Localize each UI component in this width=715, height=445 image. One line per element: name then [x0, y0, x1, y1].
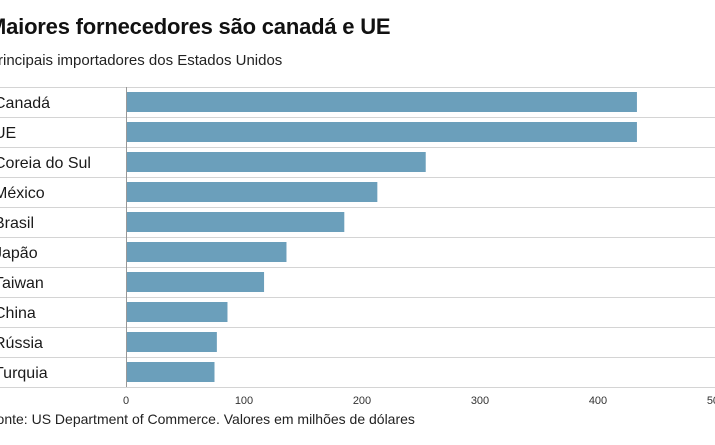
bar: [126, 152, 426, 172]
bar: [126, 302, 228, 322]
grid-lines: [0, 87, 715, 388]
bar: [126, 122, 637, 142]
bar: [126, 332, 217, 352]
category-label: Taiwan: [0, 275, 44, 292]
source-note: Fonte: US Department of Commerce. Valore…: [0, 411, 415, 427]
bar: [126, 362, 215, 382]
bars: [126, 92, 637, 382]
x-tick-label: 500: [707, 395, 715, 407]
bar: [126, 272, 265, 292]
x-tick-label: 200: [353, 395, 371, 407]
bar: [126, 242, 287, 262]
category-label: China: [0, 305, 36, 322]
category-label: Rússia: [0, 335, 43, 352]
x-tick-label: 400: [589, 395, 607, 407]
bar: [126, 182, 378, 202]
x-tick-label: 100: [235, 395, 253, 407]
category-label: Turquia: [0, 365, 48, 382]
x-tick-label: 0: [123, 395, 129, 407]
chart-title: Maiores fornecedores são canadá e UE: [0, 14, 391, 39]
x-tick-label: 300: [471, 395, 489, 407]
category-label: México: [0, 185, 45, 202]
category-label: Coreia do Sul: [0, 155, 91, 172]
category-label: Canadá: [0, 95, 50, 112]
category-label: Brasil: [0, 215, 34, 232]
x-axis-ticks: 0 100 200 300 400 500: [123, 395, 715, 407]
chart-subtitle: Principais importadores dos Estados Unid…: [0, 52, 283, 69]
bar: [126, 212, 345, 232]
category-label: Japão: [0, 245, 38, 262]
bar: [126, 92, 637, 112]
category-labels: Canadá UE Coreia do Sul México Brasil Japão Ta…: [0, 95, 91, 382]
category-label: UE: [0, 125, 16, 142]
